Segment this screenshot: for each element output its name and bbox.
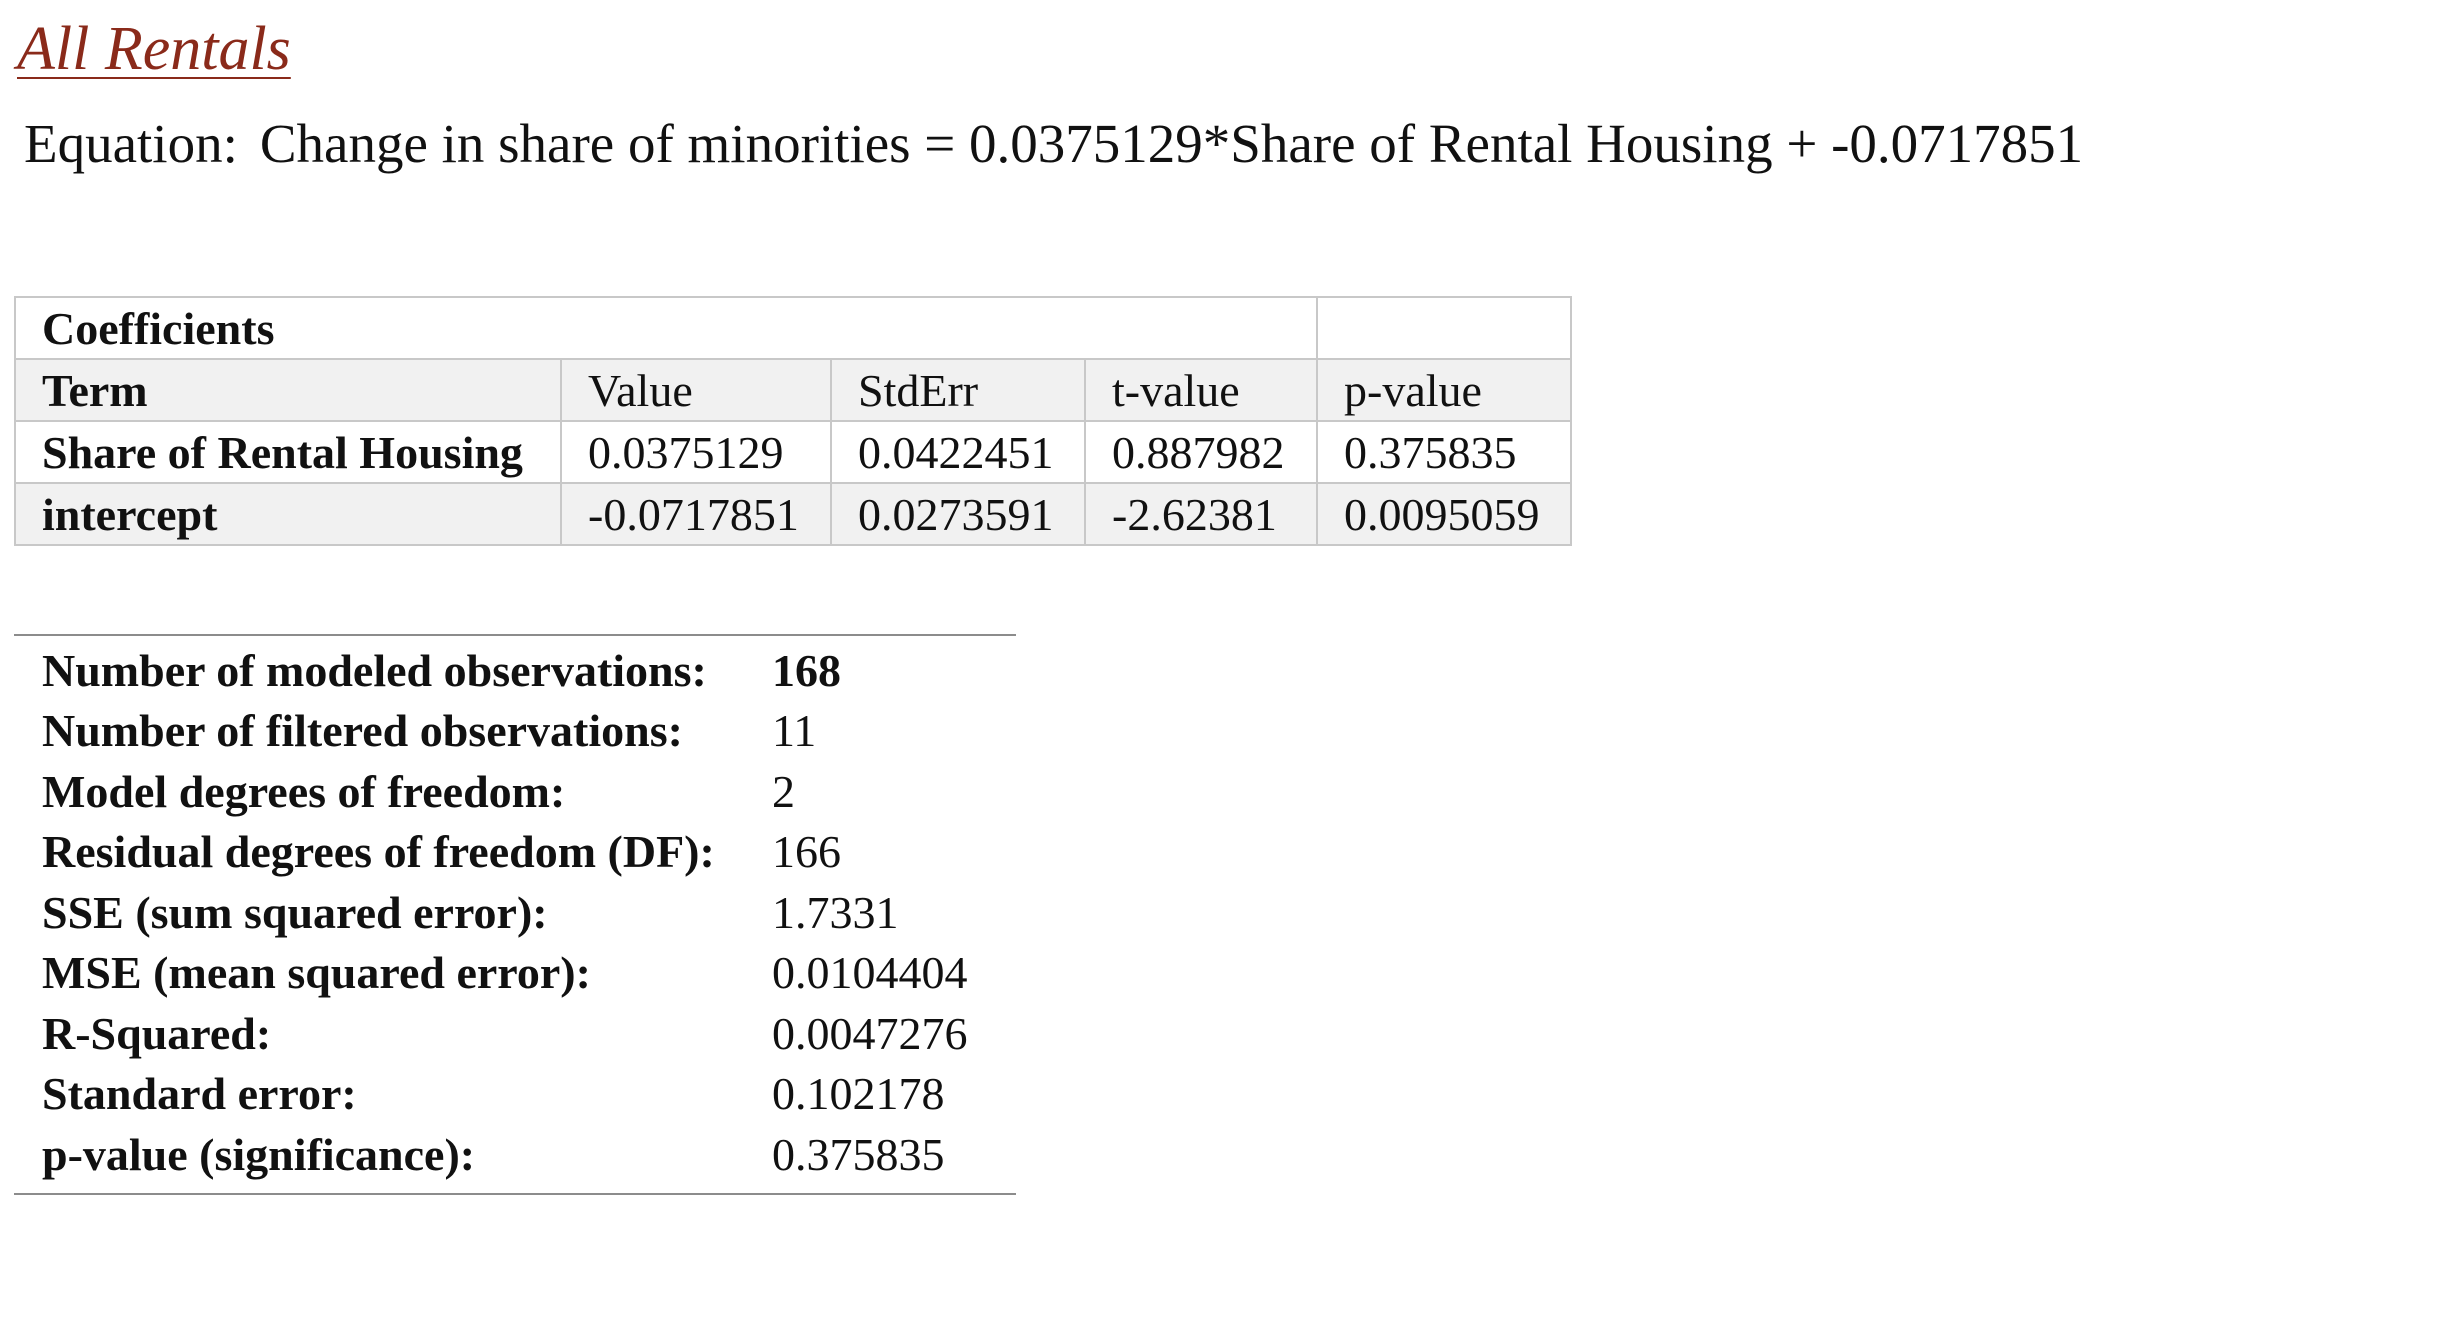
summary-value: 11 bbox=[772, 705, 817, 757]
summary-label: MSE (mean squared error): bbox=[42, 947, 591, 999]
summary-label: Standard error: bbox=[42, 1068, 357, 1120]
summary-value: 0.0104404 bbox=[772, 947, 968, 999]
stderr-cell: 0.0273591 bbox=[830, 482, 1086, 546]
header-value: Value bbox=[560, 358, 832, 422]
value-cell: -0.0717851 bbox=[560, 482, 832, 546]
summary-row: Standard error: 0.102178 bbox=[14, 1064, 1016, 1125]
summary-row: Number of filtered observations: 11 bbox=[14, 701, 1016, 762]
table-row: intercept -0.0717851 0.0273591 -2.62381 … bbox=[14, 482, 1572, 546]
summary-value: 0.102178 bbox=[772, 1068, 945, 1120]
summary-row: Residual degrees of freedom (DF): 166 bbox=[14, 822, 1016, 883]
summary-label: Number of modeled observations: bbox=[42, 644, 707, 696]
coefficients-caption-row: Coefficients bbox=[14, 296, 1572, 360]
summary-label: SSE (sum squared error): bbox=[42, 886, 548, 938]
summary-value: 1.7331 bbox=[772, 886, 899, 938]
term-cell: intercept bbox=[14, 482, 562, 546]
coefficients-header-row: Term Value StdErr t-value p-value bbox=[14, 358, 1572, 422]
coefficients-caption: Coefficients bbox=[14, 296, 1318, 360]
pvalue-cell: 0.0095059 bbox=[1316, 482, 1572, 546]
coefficients-table: Coefficients Term Value StdErr t-value p… bbox=[14, 296, 1572, 546]
term-cell: Share of Rental Housing bbox=[14, 420, 562, 484]
summary-value: 2 bbox=[772, 765, 795, 817]
summary-label: Number of filtered observations: bbox=[42, 705, 683, 757]
summary-row: Number of modeled observations: 168 bbox=[14, 640, 1016, 701]
summary-row: SSE (sum squared error): 1.7331 bbox=[14, 882, 1016, 943]
summary-row: p-value (significance): 0.375835 bbox=[14, 1124, 1016, 1185]
summary-value: 0.0047276 bbox=[772, 1007, 968, 1059]
summary-row: Model degrees of freedom: 2 bbox=[14, 761, 1016, 822]
pvalue-cell: 0.375835 bbox=[1316, 420, 1572, 484]
value-cell: 0.0375129 bbox=[560, 420, 832, 484]
header-pvalue: p-value bbox=[1316, 358, 1572, 422]
summary-row: R-Squared: 0.0047276 bbox=[14, 1003, 1016, 1064]
summary-value: 0.375835 bbox=[772, 1128, 945, 1180]
equation: Equation: Change in share of minorities =… bbox=[24, 112, 2083, 175]
summary-label: R-Squared: bbox=[42, 1007, 272, 1059]
equation-label: Equation: bbox=[24, 113, 238, 174]
section-title-link[interactable]: All Rentals bbox=[17, 15, 291, 83]
model-summary-table: Number of modeled observations: 168 Numb… bbox=[14, 634, 1016, 1195]
header-tvalue: t-value bbox=[1084, 358, 1318, 422]
summary-label: p-value (significance): bbox=[42, 1128, 476, 1180]
tvalue-cell: 0.887982 bbox=[1084, 420, 1318, 484]
summary-value: 166 bbox=[772, 826, 841, 878]
tvalue-cell: -2.62381 bbox=[1084, 482, 1318, 546]
summary-label: Model degrees of freedom: bbox=[42, 765, 566, 817]
equation-text: Change in share of minorities = 0.037512… bbox=[259, 113, 2084, 174]
table-row: Share of Rental Housing 0.0375129 0.0422… bbox=[14, 420, 1572, 484]
summary-value: 168 bbox=[772, 644, 841, 696]
header-stderr: StdErr bbox=[830, 358, 1086, 422]
header-term: Term bbox=[14, 358, 562, 422]
summary-label: Residual degrees of freedom (DF): bbox=[42, 826, 715, 878]
caption-blank-cell bbox=[1316, 296, 1572, 360]
summary-row: MSE (mean squared error): 0.0104404 bbox=[14, 943, 1016, 1004]
stderr-cell: 0.0422451 bbox=[830, 420, 1086, 484]
